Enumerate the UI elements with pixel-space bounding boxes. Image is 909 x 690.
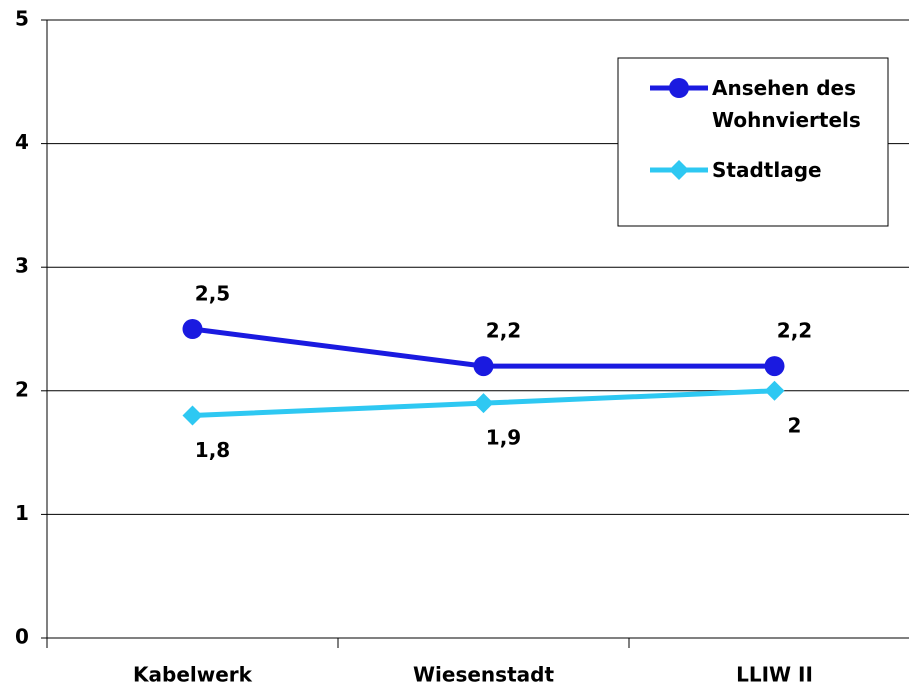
y-tick-label: 0	[15, 625, 29, 649]
marker	[473, 393, 494, 414]
data-label: 1,9	[486, 426, 521, 450]
x-tick-label: Wiesenstadt	[413, 663, 554, 687]
legend-label: Stadtlage	[712, 158, 822, 182]
data-label: 1,8	[195, 438, 230, 462]
marker	[669, 78, 689, 98]
marker	[764, 356, 785, 377]
y-tick-label: 4	[15, 130, 29, 154]
y-tick-label: 5	[15, 7, 29, 31]
legend-label-box: Ansehen des Wohnviertels	[712, 76, 861, 132]
x-tick-label: LLIW II	[736, 663, 813, 687]
legend-label-box: Stadtlage	[712, 158, 822, 182]
marker	[669, 160, 689, 180]
marker	[182, 319, 203, 339]
legend-box	[617, 57, 889, 227]
legend: Ansehen des Wohnviertels Stadtlage	[617, 57, 889, 227]
data-label: 2,5	[195, 282, 230, 306]
marker	[182, 405, 203, 426]
legend-label: Ansehen des Wohnviertels	[712, 76, 861, 132]
y-tick-label: 1	[15, 501, 29, 525]
x-tick-label: Kabelwerk	[133, 663, 253, 687]
y-tick-label: 3	[15, 254, 29, 278]
data-label: 2,2	[486, 319, 521, 343]
y-tick-label: 2	[15, 377, 29, 401]
marker	[473, 356, 494, 377]
data-label: 2,2	[777, 319, 812, 343]
data-label: 2	[788, 413, 802, 437]
marker	[764, 380, 785, 401]
